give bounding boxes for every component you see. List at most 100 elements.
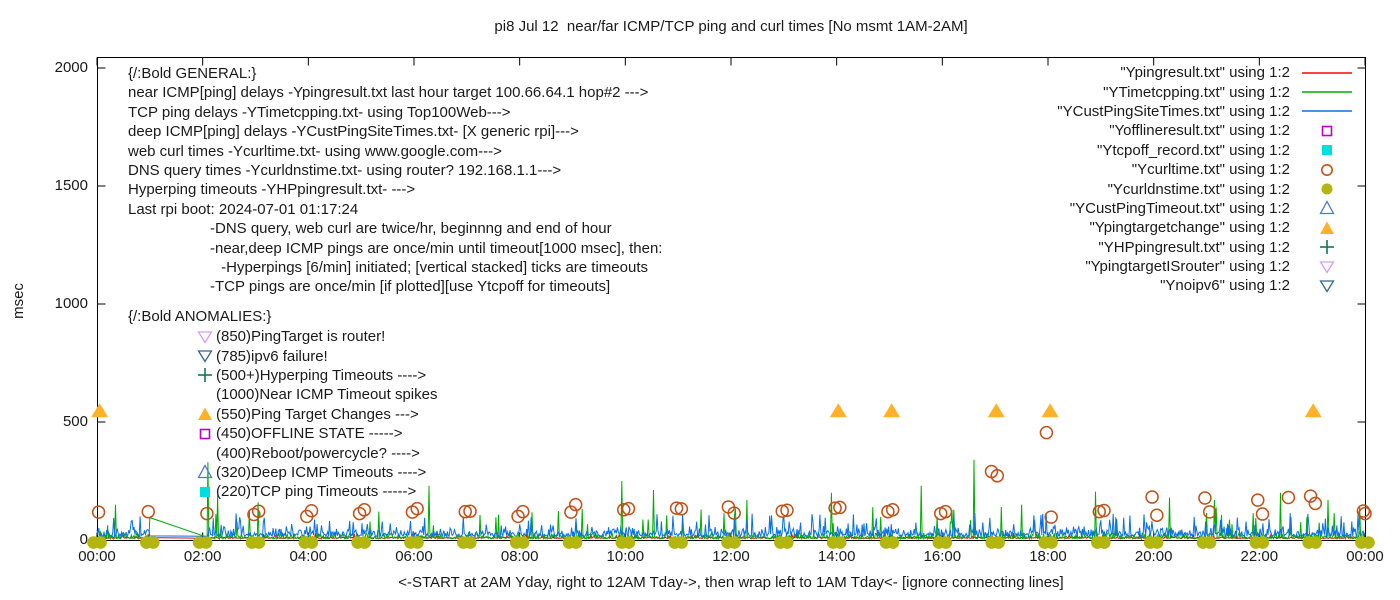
anomaly-item: (550)Ping Target Changes ---> bbox=[196, 405, 437, 424]
legend-marker bbox=[1300, 162, 1354, 178]
legend-label: "Ynoipv6" using 1:2 bbox=[1160, 277, 1290, 295]
ping-target-change-point bbox=[883, 403, 901, 418]
curl-time-point bbox=[304, 503, 319, 518]
curl-time-point bbox=[780, 503, 794, 518]
anomaly-marker bbox=[196, 406, 214, 422]
curl-time-point bbox=[1358, 506, 1372, 521]
general-note-line: Last rpi boot: 2024-07-01 01:17:24 bbox=[128, 200, 359, 218]
legend-item: "Ycurltime.txt" using 1:2 bbox=[1057, 160, 1354, 179]
x-tick-label: 16:00 bbox=[923, 548, 962, 565]
x-tick-label: 14:00 bbox=[817, 548, 856, 565]
legend-item: "YTimetcpping.txt" using 1:2 bbox=[1057, 82, 1354, 101]
curl-time-point bbox=[1255, 507, 1270, 521]
x-tick-label: 10:00 bbox=[606, 548, 645, 565]
curl-time-point bbox=[91, 505, 106, 519]
dns-query-point bbox=[1045, 536, 1058, 549]
legend-item: "YHPpingresult.txt" using 1:2 bbox=[1057, 238, 1354, 257]
anomaly-marker bbox=[196, 367, 214, 383]
legend-marker bbox=[1300, 65, 1354, 81]
dns-query-point bbox=[516, 536, 530, 549]
legend-item: "Ynoipv6" using 1:2 bbox=[1057, 276, 1354, 295]
chart-title: pi8 Jul 12 near/far ICMP/TCP ping and cu… bbox=[494, 18, 968, 35]
line-icon bbox=[1302, 110, 1352, 113]
dns-query-point bbox=[199, 536, 213, 549]
square-fill-icon bbox=[200, 486, 210, 497]
anomaly-marker bbox=[196, 445, 214, 461]
dns-query-point bbox=[252, 536, 266, 549]
legend-label: "YCustPingSiteTimes.txt" using 1:2 bbox=[1057, 102, 1290, 120]
general-notes: {/:Bold GENERAL:} near ICMP[ping] delays … bbox=[128, 64, 662, 297]
plus-icon bbox=[198, 368, 212, 383]
tri-up-fill-icon bbox=[1320, 221, 1334, 234]
dns-query-point bbox=[781, 536, 794, 549]
x-tick-label: 18:00 bbox=[1029, 548, 1067, 565]
tri-up-open-icon bbox=[197, 464, 213, 479]
general-note-line: Hyperping timeouts -YHPpingresult.txt- -… bbox=[128, 181, 416, 199]
legend-marker bbox=[1300, 239, 1354, 255]
legend-marker bbox=[1300, 259, 1354, 275]
anomaly-label: (550)Ping Target Changes ---> bbox=[216, 405, 419, 423]
legend-label: "YTimetcpping.txt" using 1:2 bbox=[1103, 83, 1290, 101]
x-tick-label: 06:00 bbox=[395, 548, 433, 565]
legend-marker bbox=[1300, 103, 1354, 119]
curl-time-point bbox=[1097, 503, 1111, 518]
legend-label: "YHPpingresult.txt" using 1:2 bbox=[1098, 238, 1290, 256]
legend-label: "YpingtargetISrouter" using 1:2 bbox=[1085, 258, 1290, 276]
curl-time-point bbox=[674, 502, 689, 516]
legend-marker bbox=[1300, 278, 1354, 294]
legend-label: "Ycurldnstime.txt" using 1:2 bbox=[1107, 180, 1290, 198]
anomaly-marker bbox=[196, 426, 214, 442]
anomaly-label: (450)OFFLINE STATE -----> bbox=[216, 425, 403, 443]
curl-time-point bbox=[1044, 510, 1058, 524]
x-tick-label: 12:00 bbox=[712, 548, 750, 565]
anomaly-marker bbox=[196, 484, 214, 500]
tri-down-open-icon bbox=[1319, 280, 1335, 293]
anomaly-marker bbox=[196, 348, 214, 364]
x-tick-label: 20:00 bbox=[1134, 548, 1173, 565]
curl-time-point bbox=[516, 504, 530, 519]
anomaly-label: (400)Reboot/powercycle? ----> bbox=[216, 444, 420, 462]
dns-query-point bbox=[411, 536, 424, 549]
anomaly-label: (220)TCP ping Timeouts -----> bbox=[216, 483, 417, 501]
dns-query-point bbox=[1150, 536, 1164, 549]
tri-up-fill-icon bbox=[198, 407, 212, 421]
anomaly-item: (850)PingTarget is router! bbox=[196, 327, 437, 346]
circle-fill-icon bbox=[1321, 183, 1333, 195]
curl-time-point bbox=[1202, 505, 1217, 519]
curl-time-point bbox=[616, 503, 631, 517]
dns-query-point bbox=[1362, 536, 1375, 549]
dns-query-point bbox=[939, 536, 953, 549]
legend-marker bbox=[1300, 181, 1354, 197]
legend-marker bbox=[1300, 200, 1354, 216]
curl-time-point bbox=[1250, 493, 1265, 507]
x-tick-label: 00:00 bbox=[1346, 548, 1384, 565]
ping-target-change-point bbox=[1304, 403, 1322, 418]
y-tick-label: 0 bbox=[79, 531, 88, 548]
curl-time-point bbox=[775, 504, 789, 518]
x-tick-label: 08:00 bbox=[500, 548, 539, 565]
curl-time-point bbox=[1356, 504, 1371, 518]
x-axis-caption: <-START at 2AM Yday, right to 12AM Tday-… bbox=[398, 574, 1064, 591]
curl-time-point bbox=[200, 506, 214, 521]
curl-time-point bbox=[564, 505, 578, 519]
legend-marker bbox=[1300, 84, 1354, 100]
anomaly-item: (450)OFFLINE STATE -----> bbox=[196, 424, 437, 443]
circle-open-icon bbox=[1321, 163, 1333, 176]
legend-label: "Ypingresult.txt" using 1:2 bbox=[1120, 64, 1290, 82]
x-tick-label: 00:00 bbox=[78, 548, 116, 565]
legend-item: "Ypingresult.txt" using 1:2 bbox=[1057, 63, 1354, 82]
curl-time-point bbox=[352, 506, 367, 521]
anomaly-item: (785)ipv6 failure! bbox=[196, 346, 437, 365]
y-tick-label: 2000 bbox=[54, 59, 88, 76]
anomaly-marker bbox=[196, 464, 214, 480]
curl-time-point bbox=[1303, 489, 1318, 503]
square-fill-icon bbox=[1322, 145, 1332, 156]
curl-time-point bbox=[938, 504, 953, 519]
x-tick-label: 22:00 bbox=[1240, 548, 1279, 565]
plus-icon bbox=[1320, 240, 1334, 255]
ping-target-change-point bbox=[987, 403, 1005, 418]
legend-item: "YpingtargetISrouter" using 1:2 bbox=[1057, 257, 1354, 276]
ping-target-change-point bbox=[829, 403, 847, 418]
y-tick-label: 1500 bbox=[54, 177, 88, 194]
